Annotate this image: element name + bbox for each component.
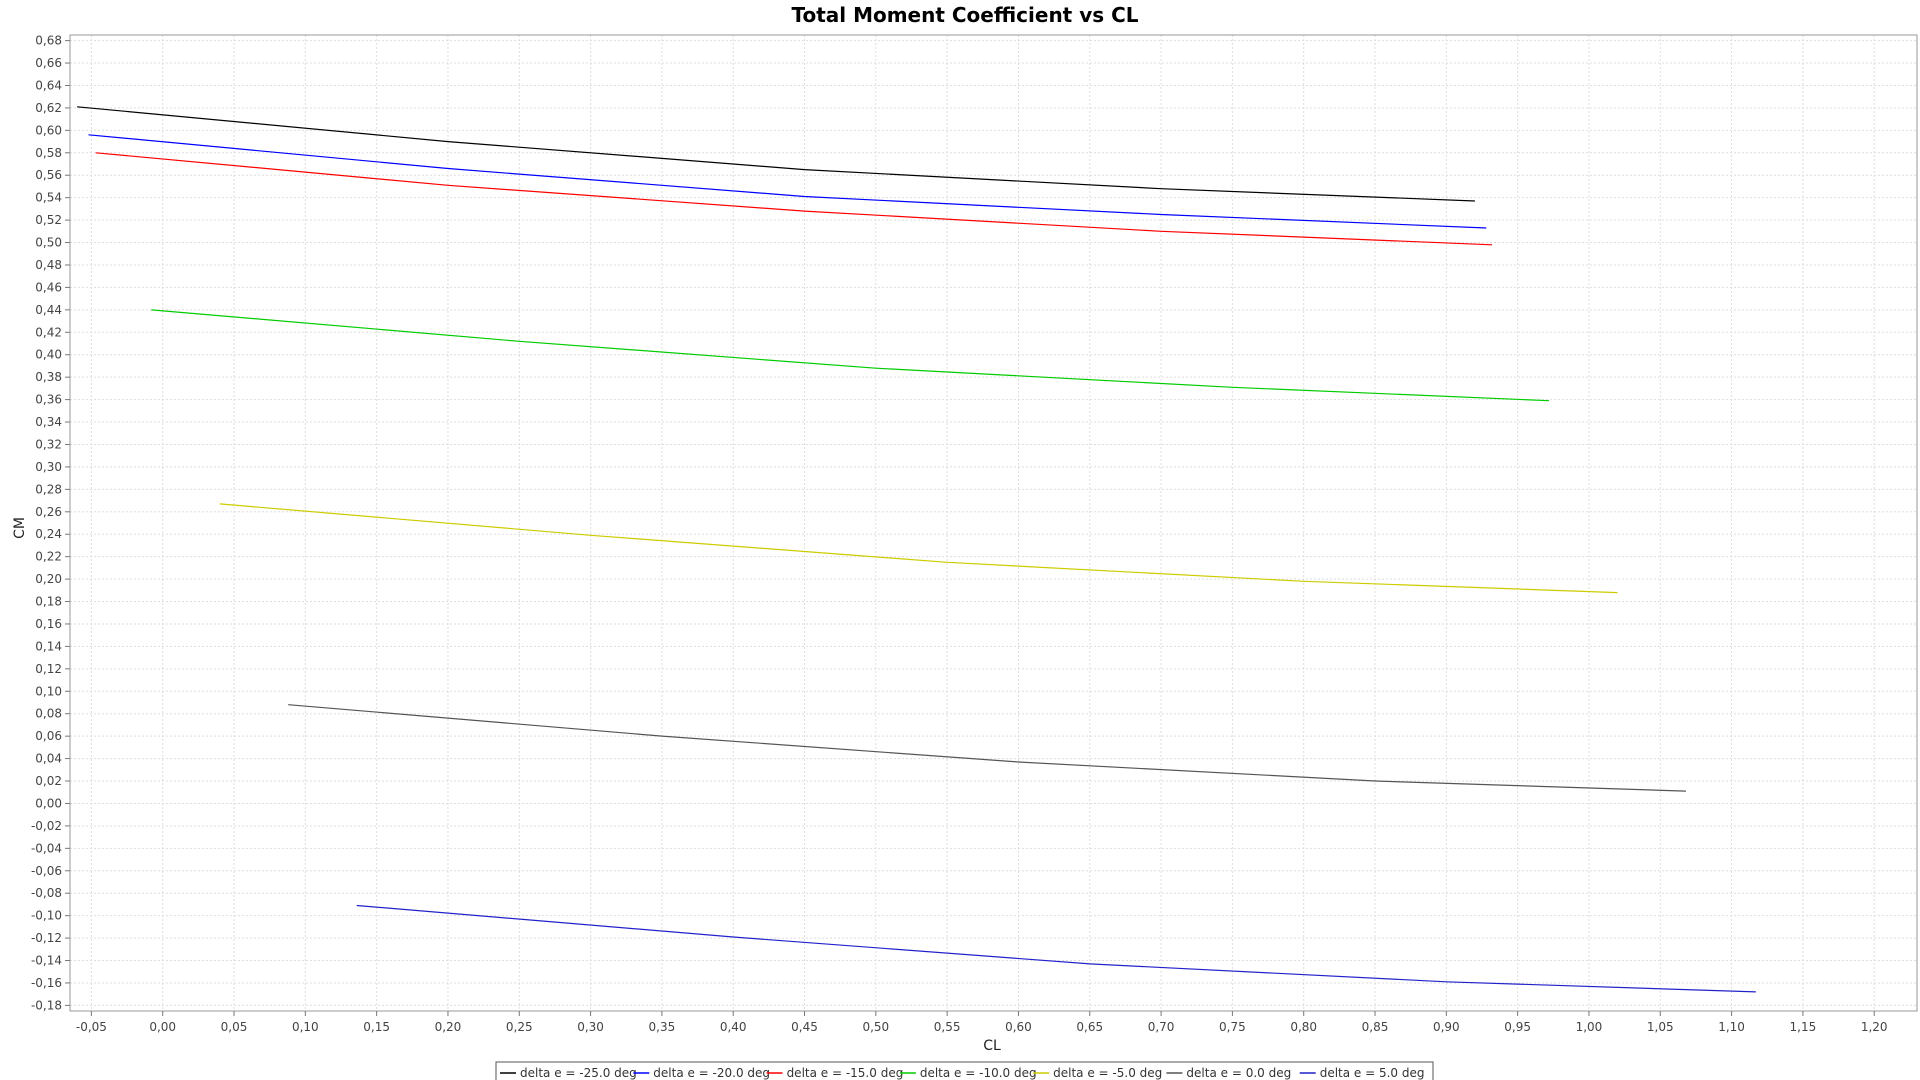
legend: delta e = -25.0 deg delta e = -20.0 deg de… [495, 1061, 1434, 1080]
legend-box [495, 1061, 1434, 1080]
y-tick-label: -0,08 [31, 886, 62, 900]
plot-area [69, 34, 1918, 1012]
x-tick-label: 0,80 [1290, 1020, 1317, 1034]
y-tick-label: 0,32 [35, 437, 62, 451]
y-tick-label: 0,56 [35, 168, 62, 182]
x-tick-label: -0,05 [76, 1020, 107, 1034]
x-tick-label: 0,05 [221, 1020, 248, 1034]
x-tick-label: 0,50 [862, 1020, 889, 1034]
x-tick-label: 0,95 [1504, 1020, 1531, 1034]
x-tick-label: 0,70 [1148, 1020, 1175, 1034]
x-tick-label: 0,25 [506, 1020, 533, 1034]
y-tick-label: 0,16 [35, 617, 62, 631]
x-tick-label: 0,55 [934, 1020, 961, 1034]
x-tick-label: 0,20 [435, 1020, 462, 1034]
y-tick-label: 0,66 [35, 56, 62, 70]
y-tick-label: -0,06 [31, 864, 62, 878]
legend-item-2: delta e = -15.0 deg [787, 1066, 904, 1080]
y-tick-label: 0,50 [35, 236, 62, 250]
y-tick-label: 0,42 [35, 325, 62, 339]
axis-ticks: -0,05 0,00 0,05 0,10 0,15 0,20 0,25 0,30 0,35 0,4… [31, 34, 1888, 1034]
x-tick-label: 1,20 [1861, 1020, 1888, 1034]
y-tick-label: -0,14 [31, 954, 62, 968]
y-tick-label: 0,52 [35, 213, 62, 227]
x-tick-label: 0,10 [292, 1020, 319, 1034]
x-tick-label: 1,00 [1576, 1020, 1603, 1034]
y-tick-label: 0,58 [35, 146, 62, 160]
y-tick-label: 0,26 [35, 505, 62, 519]
y-tick-label: 0,44 [35, 303, 62, 317]
legend-item-4: delta e = -5.0 deg [1053, 1066, 1162, 1080]
x-tick-label: 0,40 [720, 1020, 747, 1034]
y-tick-label: 0,02 [35, 774, 62, 788]
y-tick-label: -0,04 [31, 841, 62, 855]
x-axis-title: CL [983, 1038, 1001, 1054]
y-tick-label: 0,22 [35, 550, 62, 564]
legend-item-0: delta e = -25.0 deg [520, 1066, 637, 1080]
x-tick-label: 1,10 [1718, 1020, 1745, 1034]
y-tick-label: 0,18 [35, 595, 62, 609]
legend-item-6: delta e = 5.0 deg [1320, 1066, 1425, 1080]
y-tick-label: 0,54 [35, 191, 62, 205]
y-tick-label: -0,02 [31, 819, 62, 833]
x-tick-label: 1,15 [1790, 1020, 1817, 1034]
x-tick-label: 0,90 [1433, 1020, 1460, 1034]
y-tick-label: 0,68 [35, 34, 62, 48]
x-tick-label: 0,15 [363, 1020, 390, 1034]
legend-item-1: delta e = -20.0 deg [653, 1066, 770, 1080]
y-axis-title: CM [12, 517, 28, 539]
y-tick-label: 0,38 [35, 370, 62, 384]
y-tick-label: -0,10 [31, 909, 62, 923]
series-line-0 [77, 106, 1475, 202]
y-tick-label: 0,14 [35, 639, 62, 653]
y-tick-label: 0,12 [35, 662, 62, 676]
y-tick-label: 0,40 [35, 348, 62, 362]
series-line-4 [219, 503, 1618, 594]
series-lines [77, 106, 1756, 993]
y-tick-label: 0,00 [35, 796, 62, 810]
y-tick-label: 0,60 [35, 123, 62, 137]
legend-item-5: delta e = 0.0 deg [1186, 1066, 1291, 1080]
x-tick-label: 0,85 [1362, 1020, 1389, 1034]
y-tick-label: 0,20 [35, 572, 62, 586]
series-line-5 [288, 704, 1686, 792]
x-tick-label: 0,35 [649, 1020, 676, 1034]
y-tick-label: 0,06 [35, 729, 62, 743]
y-tick-label: 0,34 [35, 415, 62, 429]
x-tick-label: 0,75 [1219, 1020, 1246, 1034]
y-tick-label: 0,46 [35, 280, 62, 294]
y-tick-label: 0,04 [35, 752, 62, 766]
x-tick-label: 0,60 [1005, 1020, 1032, 1034]
y-tick-label: -0,16 [31, 976, 62, 990]
legend-item-3: delta e = -10.0 deg [920, 1066, 1037, 1080]
y-tick-label: 0,36 [35, 393, 62, 407]
y-tick-label: 0,64 [35, 78, 62, 92]
y-tick-label: 0,24 [35, 527, 62, 541]
series-line-2 [95, 152, 1493, 246]
grid [70, 35, 1917, 1011]
series-line-3 [151, 309, 1550, 402]
y-tick-label: 0,62 [35, 101, 62, 115]
y-tick-label: -0,18 [31, 998, 62, 1012]
x-tick-label: 1,05 [1647, 1020, 1674, 1034]
y-tick-label: -0,12 [31, 931, 62, 945]
x-tick-label: 0,65 [1076, 1020, 1103, 1034]
y-tick-label: 0,28 [35, 482, 62, 496]
series-line-6 [356, 904, 1756, 993]
y-tick-label: 0,30 [35, 460, 62, 474]
chart-title: Total Moment Coefficient vs CL [791, 3, 1138, 27]
x-tick-label: 0,45 [791, 1020, 818, 1034]
y-tick-label: 0,48 [35, 258, 62, 272]
y-tick-label: 0,10 [35, 684, 62, 698]
x-tick-label: 0,00 [149, 1020, 176, 1034]
y-tick-label: 0,08 [35, 707, 62, 721]
series-line-1 [88, 134, 1487, 229]
x-tick-label: 0,30 [577, 1020, 604, 1034]
